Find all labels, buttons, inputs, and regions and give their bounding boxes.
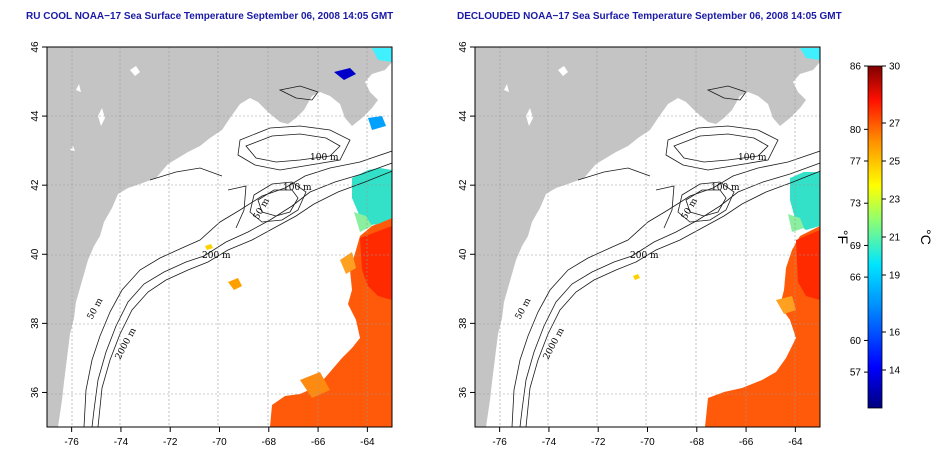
- right-grid: [475, 47, 820, 427]
- left-axis-ticks: -76 -74 -72 -70 -68 -66 -64 36 38 40 42 44 46: [30, 41, 375, 448]
- right-lat-tick-label: 36: [458, 386, 469, 398]
- right-sst-warm-region: [705, 226, 820, 427]
- left-map-title: RU COOL NOAA−17 Sea Surface Temperature …: [26, 11, 394, 22]
- right-map-panel: 100 m 100 m 50 m 200 m 50 m 2000 m -76 -7…: [458, 41, 821, 448]
- celsius-tick-label: 23: [889, 195, 901, 206]
- right-lat-tick-label: 40: [458, 248, 469, 260]
- right-lat-tick-label: 38: [458, 317, 469, 329]
- right-lon-tick-label: -74: [542, 437, 557, 448]
- fahrenheit-tick-label: 73: [850, 199, 862, 210]
- right-lon-tick-label: -64: [788, 437, 803, 448]
- right-contour-label-100m-a: 100 m: [738, 153, 767, 163]
- left-sst-cool-region: [352, 168, 392, 226]
- left-grid: [47, 47, 392, 427]
- left-map-panel: 100 m 100 m 50 m 200 m 50 m 2000 m -76 -7…: [30, 41, 393, 448]
- right-lon-tick-label: -68: [690, 437, 705, 448]
- fahrenheit-tick-label: 77: [850, 157, 862, 168]
- right-contour-label-100m-b: 100 m: [711, 183, 740, 193]
- right-lon-tick-label: -70: [640, 437, 655, 448]
- fahrenheit-tick-label: 80: [850, 125, 862, 136]
- left-lat-tick-label: 38: [30, 317, 41, 329]
- celsius-tick-label: 27: [889, 119, 901, 130]
- fahrenheit-tick-label: 86: [850, 62, 862, 73]
- celsius-tick-label: 21: [889, 233, 901, 244]
- temperature-colorbar: 30 27 25 23 21 19 16 14 86 80 77 73 69 66 60 57 °F °C: [835, 62, 934, 409]
- right-lon-tick-label: -76: [492, 437, 507, 448]
- left-lat-tick-label: 44: [30, 110, 41, 122]
- left-lon-tick-label: -66: [311, 437, 326, 448]
- celsius-unit-label: °C: [918, 229, 934, 245]
- right-lon-tick-label: -66: [739, 437, 754, 448]
- left-land-mass: [47, 47, 392, 427]
- right-contour-label-200m: 200 m: [630, 251, 659, 261]
- fahrenheit-tick-label: 60: [850, 336, 862, 347]
- right-map-content: 100 m 100 m 50 m 200 m 50 m 2000 m: [475, 47, 820, 427]
- left-lon-tick-label: -74: [114, 437, 129, 448]
- celsius-tick-label: 30: [889, 62, 901, 73]
- left-lat-tick-label: 46: [30, 41, 41, 53]
- right-axis-ticks: -76 -74 -72 -70 -68 -66 -64 36 38 40 42 44 46: [458, 41, 803, 448]
- left-contour-label-100m-b: 100 m: [283, 183, 312, 193]
- left-lat-tick-label: 40: [30, 248, 41, 260]
- fahrenheit-tick-label: 66: [850, 273, 862, 284]
- fahrenheit-unit-label: °F: [835, 230, 851, 244]
- celsius-tick-label: 16: [889, 328, 901, 339]
- fahrenheit-tick-label: 69: [850, 241, 862, 252]
- right-lon-tick-label: -72: [591, 437, 606, 448]
- left-lat-tick-label: 42: [30, 179, 41, 191]
- celsius-tick-label: 19: [889, 271, 901, 282]
- right-lat-tick-label: 46: [458, 41, 469, 53]
- left-lon-tick-label: -64: [360, 437, 375, 448]
- right-lat-tick-label: 42: [458, 179, 469, 191]
- left-bathymetry-contours: [83, 85, 392, 427]
- left-lon-tick-label: -68: [262, 437, 277, 448]
- left-lon-tick-label: -72: [163, 437, 178, 448]
- right-land-mass: [475, 47, 820, 427]
- celsius-tick-label: 14: [889, 366, 901, 377]
- fahrenheit-tick-label: 57: [850, 368, 862, 379]
- left-contour-label-100m-a: 100 m: [310, 153, 339, 163]
- right-lat-tick-label: 44: [458, 110, 469, 122]
- left-sst-warm-region: [270, 218, 392, 427]
- left-lat-tick-label: 36: [30, 386, 41, 398]
- right-sst-cool-region: [790, 172, 820, 230]
- celsius-tick-label: 25: [889, 157, 901, 168]
- left-lon-tick-label: -76: [64, 437, 79, 448]
- left-map-content: 100 m 100 m 50 m 200 m 50 m 2000 m: [47, 47, 392, 427]
- right-bathymetry-contours: [511, 85, 820, 427]
- colorbar-gradient: [867, 65, 883, 409]
- left-contour-label-200m: 200 m: [202, 251, 231, 261]
- left-lon-tick-label: -70: [212, 437, 227, 448]
- right-map-title: DECLOUDED NOAA−17 Sea Surface Temperatur…: [457, 11, 842, 22]
- colorbar-ticks: 30 27 25 23 21 19 16 14 86 80 77 73 69 66 60 57: [850, 62, 901, 379]
